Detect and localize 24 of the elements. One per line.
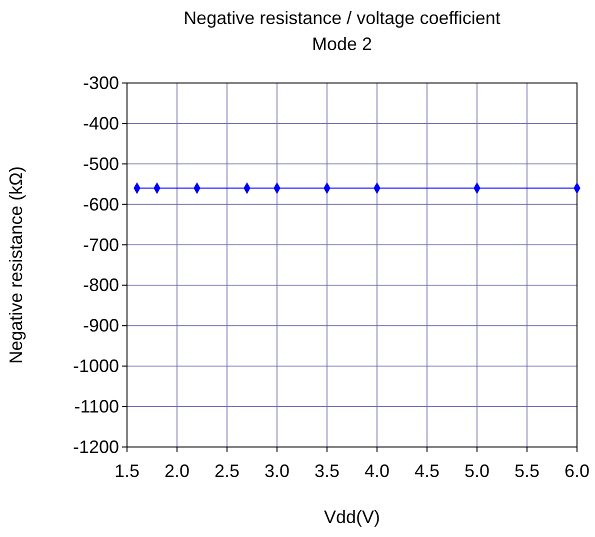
y-tick-label: -600 [82,194,119,214]
chart-subtitle: Mode 2 [312,34,372,54]
x-tick-label: 3.0 [264,461,290,481]
y-tick-label: -1200 [72,437,119,457]
x-tick-label: 2.5 [214,461,240,481]
x-tick-label: 4.0 [364,461,390,481]
x-axis-title: Vdd(V) [324,507,380,527]
x-tick-label: 4.5 [414,461,440,481]
x-tick-label: 6.0 [564,461,590,481]
x-tick-label: 1.5 [114,461,140,481]
x-tick-label: 5.0 [464,461,490,481]
y-axis-title: Negative resistance (kΩ) [6,166,26,364]
y-tick-label: -700 [82,234,119,255]
y-tick-label: -500 [82,154,119,174]
y-tick-label: -1000 [72,356,119,376]
y-tick-label: -800 [82,275,119,296]
y-tick-label: -300 [82,73,119,93]
x-tick-label: 5.5 [514,461,540,481]
y-tick-label: -400 [82,113,119,134]
x-tick-label: 2.0 [164,461,190,481]
chart-title: Negative resistance / voltage coefficient [184,8,500,28]
y-tick-label: -900 [82,316,119,336]
y-tick-label: -1100 [74,396,119,417]
x-tick-label: 3.5 [314,461,340,481]
